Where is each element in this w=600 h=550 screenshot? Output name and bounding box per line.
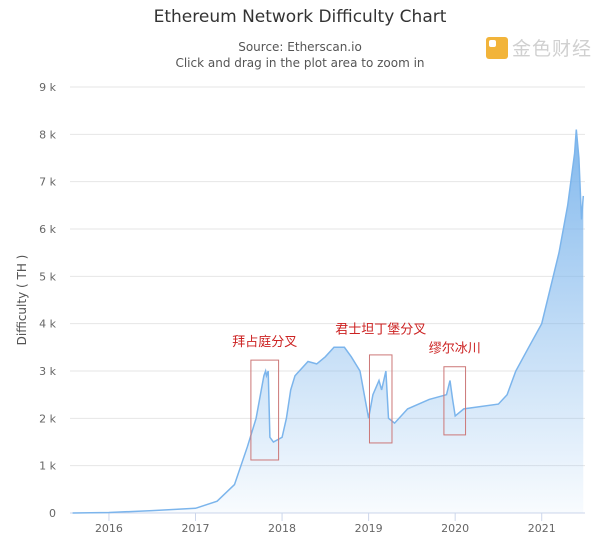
x-tick-label: 2017 xyxy=(182,522,210,535)
y-tick-label: 8 k xyxy=(39,128,56,141)
y-tick-label: 5 k xyxy=(39,270,56,283)
x-tick-label: 2020 xyxy=(441,522,469,535)
annotation-label: 君士坦丁堡分叉 xyxy=(335,322,426,338)
annotation-label: 拜占庭分叉 xyxy=(232,334,297,350)
annotation-box xyxy=(368,354,393,444)
annotation-box xyxy=(250,359,280,461)
watermark-icon xyxy=(486,36,508,59)
x-tick-label: 2019 xyxy=(355,522,383,535)
x-tick-label: 2016 xyxy=(95,522,123,535)
x-tick-label: 2018 xyxy=(268,522,296,535)
x-tick-label: 2021 xyxy=(528,522,556,535)
annotation-box xyxy=(443,366,467,436)
difficulty-line xyxy=(72,129,585,514)
difficulty-area xyxy=(72,129,584,513)
y-tick-label: 9 k xyxy=(39,81,56,94)
y-tick-label: 1 k xyxy=(39,460,56,473)
y-tick-label: 2 k xyxy=(39,412,56,425)
watermark-logo: 金色财经 xyxy=(486,34,592,61)
y-tick-label: 7 k xyxy=(39,176,56,189)
annotation-label: 缪尔冰川 xyxy=(429,341,481,357)
y-tick-label: 4 k xyxy=(39,318,56,331)
y-axis-label: Difficulty ( TH ) xyxy=(15,255,29,346)
y-tick-label: 6 k xyxy=(39,223,56,236)
chart-subtitle: Source: Etherscan.io xyxy=(238,40,362,54)
y-tick-label: 0 xyxy=(49,507,56,520)
chart-title: Ethereum Network Difficulty Chart xyxy=(153,7,447,27)
chart-subtitle-zoom-hint: Click and drag in the plot area to zoom … xyxy=(175,56,425,70)
watermark-text: 金色财经 xyxy=(512,38,593,60)
y-tick-label: 3 k xyxy=(39,365,56,378)
